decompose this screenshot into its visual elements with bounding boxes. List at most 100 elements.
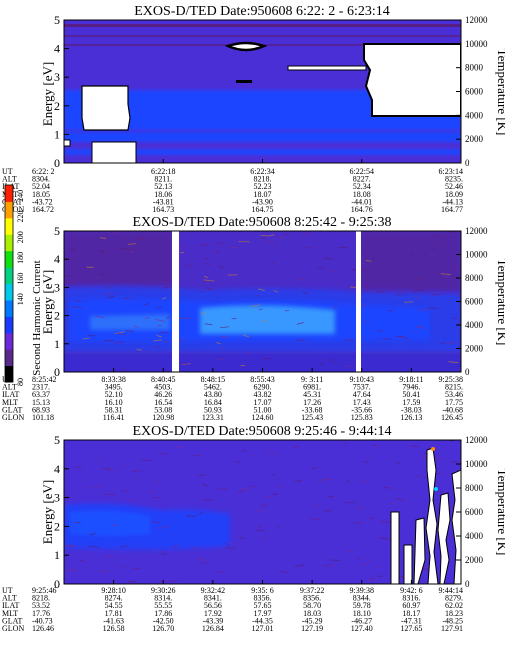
- noise-streak: [121, 367, 126, 370]
- noise-streak: [414, 326, 424, 329]
- ephemeris-label: ALT: [2, 175, 17, 184]
- panel-2-core: [90, 314, 170, 330]
- noise-streak: [302, 233, 311, 236]
- noise-streak: [330, 270, 336, 273]
- noise-streak: [448, 361, 459, 364]
- noise-streak: [64, 275, 71, 278]
- noise-streak: [128, 243, 136, 245]
- panel-2-plot-area: [64, 231, 461, 372]
- ephemeris-value: 17.76: [32, 609, 50, 618]
- noise-streak: [74, 465, 83, 468]
- y-tick-label: 5: [54, 224, 60, 238]
- ephemeris-value: 46.26: [154, 390, 172, 399]
- ephemeris-value: 4503.: [154, 383, 172, 392]
- y-tick-label: 0: [54, 156, 60, 170]
- noise-streak: [323, 563, 332, 567]
- ephemeris-value: 18.10: [353, 609, 371, 618]
- noise-streak: [159, 580, 164, 583]
- ephemeris-value: 125.43: [301, 413, 323, 422]
- panel-1: EXOS-D/TED Date:950608 6:22: 2 - 6:23:14…: [2, 4, 505, 214]
- panel-1-gap: [363, 43, 461, 117]
- noise-streak: [133, 325, 140, 328]
- noise-streak: [66, 495, 71, 499]
- ephemeris-value: 43.80: [204, 390, 222, 399]
- ephemeris-value: 9:44:14: [439, 586, 463, 595]
- ephemeris-label: GLAT: [2, 405, 23, 414]
- ephemeris-label: MLT: [2, 609, 18, 618]
- noise-streak: [156, 334, 162, 338]
- noise-streak: [120, 567, 126, 569]
- noise-streak: [452, 317, 458, 320]
- ephemeris-value: 8344.: [353, 594, 371, 603]
- colorbar-cell: [5, 185, 13, 202]
- noise-streak: [239, 536, 244, 540]
- noise-streak: [410, 445, 420, 448]
- y-tick-label: 4: [54, 42, 60, 56]
- noise-streak: [295, 339, 307, 342]
- ephemeris-value: 43.82: [254, 390, 272, 399]
- noise-streak: [416, 278, 422, 280]
- noise-streak: [329, 559, 340, 561]
- noise-streak: [156, 306, 163, 309]
- noise-streak: [113, 341, 124, 344]
- ephemeris-label: ALT: [2, 383, 17, 392]
- ephemeris-value: 17.43: [353, 398, 371, 407]
- ephemeris-value: 56.56: [204, 601, 222, 610]
- noise-streak: [454, 267, 459, 270]
- noise-streak: [382, 338, 392, 340]
- noise-streak: [251, 304, 260, 307]
- ephemeris-value: 8211.: [154, 175, 172, 184]
- ephemeris-value: -43.39: [203, 616, 224, 625]
- y-tick-label: 2: [54, 99, 60, 113]
- ephemeris-label: MLT: [2, 398, 18, 407]
- ephemeris-value: 6:22: 2: [32, 167, 54, 176]
- panel-1-gap: [91, 141, 137, 163]
- ephemeris-value: 62.02: [445, 601, 463, 610]
- noise-streak: [220, 347, 226, 349]
- ephemeris-value: 17.81: [105, 609, 123, 618]
- noise-streak: [323, 478, 333, 481]
- ephemeris-value: 164.72: [32, 205, 54, 214]
- noise-streak: [294, 564, 306, 567]
- noise-streak: [377, 575, 384, 577]
- y2-tick-label: 4000: [465, 110, 484, 120]
- colorbar-label: Second Harmonic Current: [31, 260, 43, 375]
- y2-tick-label: 0: [465, 367, 470, 377]
- ephemeris-label: ALT: [2, 594, 17, 603]
- ephemeris-value: 8:33:38: [101, 375, 125, 384]
- panel-2-title: EXOS-D/TED Date:950608 8:25:42 - 9:25:38: [133, 215, 392, 230]
- panel-3-gap: [437, 492, 451, 584]
- noise-streak: [258, 525, 263, 528]
- noise-streak: [389, 502, 395, 505]
- noise-streak: [225, 542, 230, 546]
- noise-streak: [193, 546, 200, 549]
- noise-streak: [348, 550, 354, 552]
- noise-streak: [243, 334, 250, 338]
- panel-3-gap: [403, 544, 413, 584]
- colorbar-cell: [5, 349, 13, 367]
- ephemeris-value: 52.04: [32, 182, 50, 191]
- ephemeris-value: 3495.: [105, 383, 123, 392]
- y2-tick-label: 4000: [465, 320, 484, 330]
- noise-streak: [175, 544, 180, 548]
- ephemeris-value: 17.26: [303, 398, 321, 407]
- noise-streak: [260, 504, 268, 507]
- ephemeris-value: 8:48:15: [201, 375, 225, 384]
- ephemeris-value: 8356.: [303, 594, 321, 603]
- noise-streak: [107, 296, 114, 299]
- ephemeris-value: 126.45: [441, 413, 463, 422]
- noise-streak: [205, 263, 211, 266]
- y-tick-label: 5: [54, 433, 60, 447]
- noise-streak: [122, 276, 127, 278]
- ephemeris-value: 18.17: [402, 609, 420, 618]
- noise-streak: [452, 231, 457, 233]
- ephemeris-value: 58.70: [303, 601, 321, 610]
- panel-3: EXOS-D/TED Date:950608 9:25:46 - 9:44:14…: [2, 424, 505, 633]
- panel-1-gap: [287, 65, 367, 71]
- noise-streak: [143, 303, 150, 306]
- ephemeris-value: 8314.: [154, 594, 172, 603]
- ephemeris-value: -46.27: [351, 616, 372, 625]
- noise-streak: [365, 321, 370, 324]
- y-tick-label: 1: [54, 548, 60, 562]
